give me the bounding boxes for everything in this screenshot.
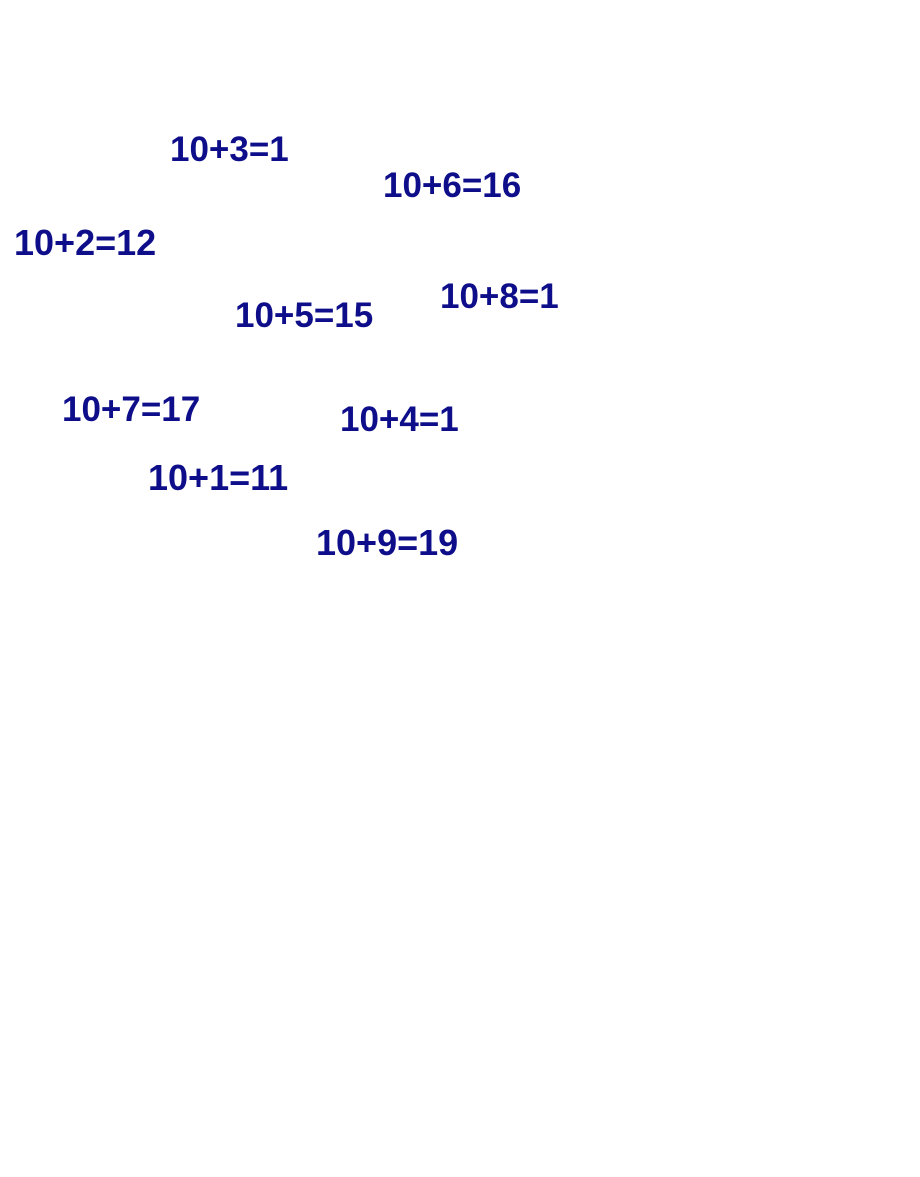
equation-text: 10+2=12 — [14, 222, 182, 264]
equation-text: 10+4=1 — [340, 400, 465, 440]
equation-text: 10+8=1 — [440, 277, 566, 317]
equation-text: 10+5=15 — [235, 296, 383, 336]
equation-text: 10+7=17 — [62, 390, 202, 430]
equation-text: 10+3=1 — [170, 130, 294, 170]
equation-text: 10+9=19 — [316, 522, 468, 564]
equation-text: 10+1=11 — [148, 457, 295, 499]
equation-text: 10+6=16 — [383, 166, 531, 206]
